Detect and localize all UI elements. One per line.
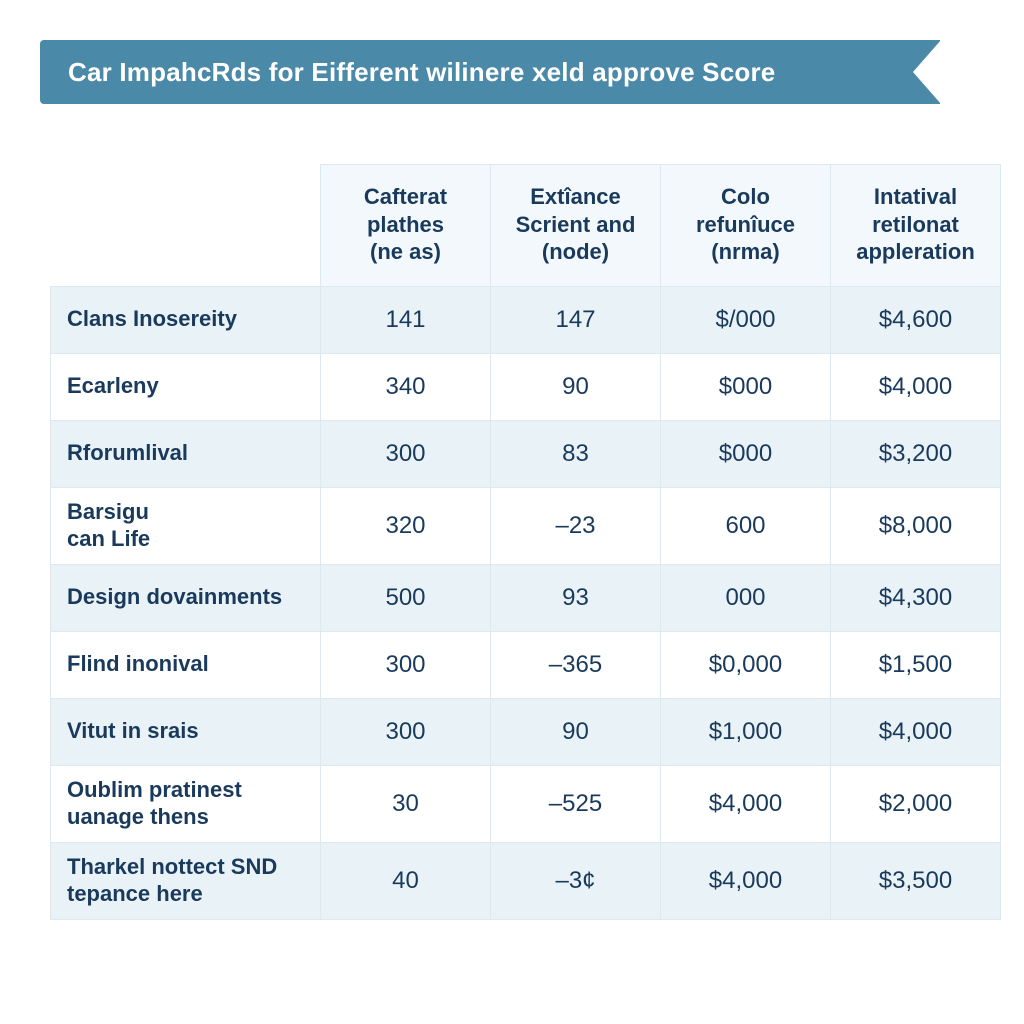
row-label: Vitut in srais (51, 698, 321, 765)
cell: 320 (321, 487, 491, 564)
cell: 90 (491, 698, 661, 765)
cell: 90 (491, 353, 661, 420)
cell: –365 (491, 631, 661, 698)
cell: –525 (491, 765, 661, 842)
cell: $4,000 (831, 698, 1001, 765)
cell: $/000 (661, 286, 831, 353)
table-row: Tharkel nottect SNDtepance here40–3¢$4,0… (51, 842, 1001, 919)
table-row: Flind inonival300–365$0,000$1,500 (51, 631, 1001, 698)
row-label: Ecarleny (51, 353, 321, 420)
header-blank (51, 165, 321, 287)
row-label: Design dovainments (51, 564, 321, 631)
cell: 147 (491, 286, 661, 353)
cell: $4,000 (661, 765, 831, 842)
cell: $2,000 (831, 765, 1001, 842)
cell: 300 (321, 420, 491, 487)
table-container: Cafteratplathes(ne as)ExtîanceScrient an… (50, 164, 974, 920)
cell: $4,300 (831, 564, 1001, 631)
cell: –3¢ (491, 842, 661, 919)
cell: $000 (661, 353, 831, 420)
row-label: Oublim pratinestuanage thens (51, 765, 321, 842)
cell: $3,500 (831, 842, 1001, 919)
cell: 000 (661, 564, 831, 631)
cell: 93 (491, 564, 661, 631)
page: Car ImpahcRds for Eifferent wilinere xel… (0, 0, 1024, 960)
cell: 141 (321, 286, 491, 353)
cell: $4,600 (831, 286, 1001, 353)
table-row: Design dovainments50093000$4,300 (51, 564, 1001, 631)
cell: 600 (661, 487, 831, 564)
banner-title-text: Car ImpahcRds for Eifferent wilinere xel… (68, 57, 775, 88)
cell: 300 (321, 631, 491, 698)
table-row: Clans Inosereity141147$/000$4,600 (51, 286, 1001, 353)
row-label: Clans Inosereity (51, 286, 321, 353)
cell: 83 (491, 420, 661, 487)
row-label: Rforumlival (51, 420, 321, 487)
cell: 500 (321, 564, 491, 631)
cell: 40 (321, 842, 491, 919)
cell: $1,500 (831, 631, 1001, 698)
banner-notch (913, 40, 941, 104)
table-body: Clans Inosereity141147$/000$4,600Ecarlen… (51, 286, 1001, 919)
title-banner: Car ImpahcRds for Eifferent wilinere xel… (40, 40, 940, 104)
table-row: Oublim pratinestuanage thens30–525$4,000… (51, 765, 1001, 842)
table-row: Vitut in srais30090$1,000$4,000 (51, 698, 1001, 765)
data-table: Cafteratplathes(ne as)ExtîanceScrient an… (50, 164, 1001, 920)
column-header-2: Colorefunîuce(nrma) (661, 165, 831, 287)
table-row: Rforumlival30083$000$3,200 (51, 420, 1001, 487)
column-header-0: Cafteratplathes(ne as) (321, 165, 491, 287)
column-header-1: ExtîanceScrient and(node) (491, 165, 661, 287)
table-row: Ecarleny34090$000$4,000 (51, 353, 1001, 420)
cell: –23 (491, 487, 661, 564)
cell: $4,000 (661, 842, 831, 919)
table-row: Barsigucan Life320–23600$8,000 (51, 487, 1001, 564)
cell: $3,200 (831, 420, 1001, 487)
cell: $8,000 (831, 487, 1001, 564)
cell: $4,000 (831, 353, 1001, 420)
cell: 30 (321, 765, 491, 842)
table-header: Cafteratplathes(ne as)ExtîanceScrient an… (51, 165, 1001, 287)
cell: $000 (661, 420, 831, 487)
column-header-3: Intativalretilonatappleration (831, 165, 1001, 287)
row-label: Tharkel nottect SNDtepance here (51, 842, 321, 919)
cell: $0,000 (661, 631, 831, 698)
cell: 340 (321, 353, 491, 420)
cell: $1,000 (661, 698, 831, 765)
row-label: Barsigucan Life (51, 487, 321, 564)
cell: 300 (321, 698, 491, 765)
row-label: Flind inonival (51, 631, 321, 698)
